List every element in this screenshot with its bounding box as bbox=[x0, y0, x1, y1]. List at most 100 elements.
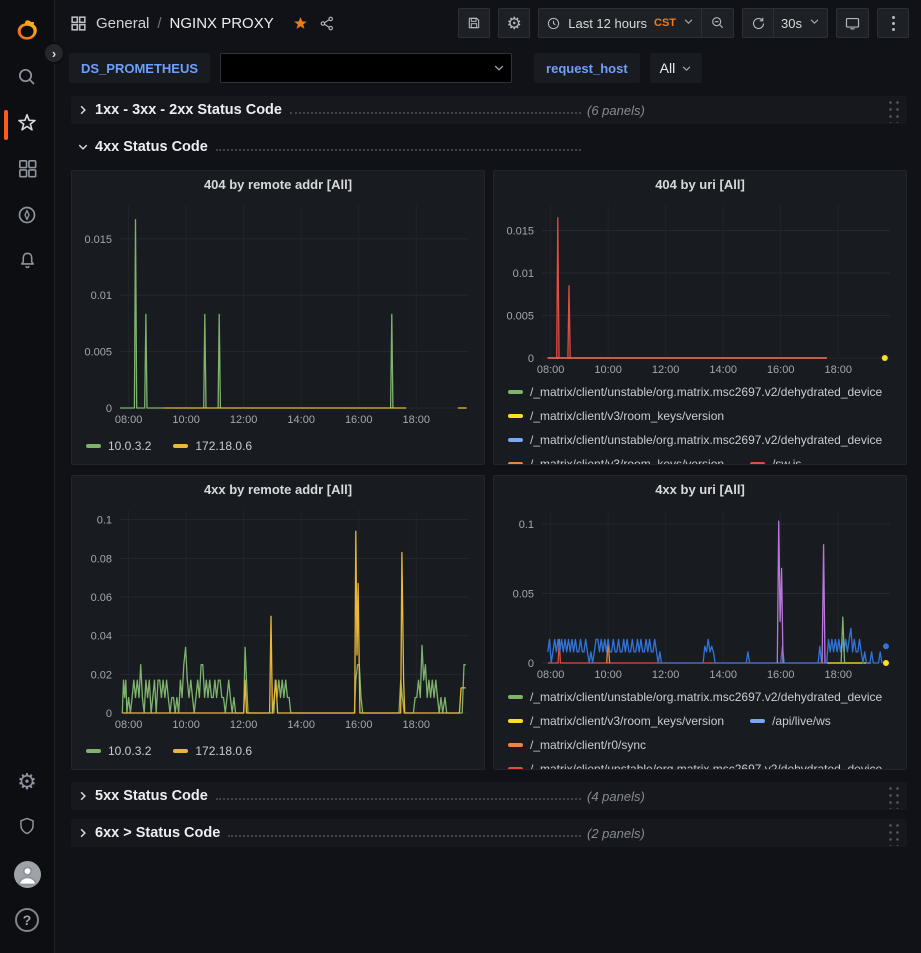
star-outline-icon bbox=[15, 111, 39, 140]
legend-row: 10.0.3.2 172.18.0.6 bbox=[86, 739, 478, 763]
legend-swatch bbox=[508, 719, 523, 723]
panel-legend: /_matrix/client/unstable/org.matrix.msc2… bbox=[494, 378, 906, 464]
row-header-4xx[interactable]: 4xx Status Code bbox=[71, 133, 907, 161]
legend-item[interactable]: /_matrix/client/unstable/org.matrix.msc2… bbox=[508, 385, 882, 399]
variable-label-ds-prometheus[interactable]: DS_PROMETHEUS bbox=[69, 53, 211, 83]
legend-item[interactable]: 172.18.0.6 bbox=[173, 744, 252, 758]
legend-item[interactable]: /sw.js bbox=[750, 457, 801, 464]
row-header-5xx[interactable]: 5xx Status Code (4 panels) bbox=[71, 782, 907, 810]
main-area: General / NGINX PROXY bbox=[55, 0, 921, 953]
save-dashboard-button[interactable] bbox=[458, 8, 491, 38]
legend-item[interactable]: /api/live/ws bbox=[750, 714, 831, 728]
chart-area: 08:00 10:00 12:00 14:00 16:00 18:00 0 0.005 0.01… bbox=[72, 197, 484, 428]
sidebar-item-search[interactable] bbox=[0, 56, 55, 102]
legend-item[interactable]: /_matrix/client/unstable/org.matrix.msc2… bbox=[508, 433, 882, 447]
row-header-1xx-3xx-2xx[interactable]: 1xx - 3xx - 2xx Status Code (6 panels) bbox=[71, 96, 907, 124]
row-drag-handle[interactable] bbox=[886, 820, 899, 846]
variable-value-ds-prometheus[interactable] bbox=[220, 53, 513, 83]
legend-item[interactable]: /_matrix/client/v3/room_keys/version bbox=[508, 714, 724, 728]
panel-title[interactable]: 4xx by remote addr [All] bbox=[203, 481, 353, 497]
legend-item[interactable]: /_matrix/client/r0/sync bbox=[508, 738, 646, 752]
sidebar-expand-button[interactable]: › bbox=[43, 42, 65, 64]
panel-title[interactable]: 404 by uri [All] bbox=[655, 176, 745, 192]
chart-canvas[interactable]: 08:00 10:00 12:00 14:00 16:00 18:00 0 0.005 0.01… bbox=[494, 197, 906, 378]
toolbar: ⚙ Last 12 hours CST bbox=[458, 8, 909, 38]
panel-legend: 10.0.3.2 172.18.0.6 bbox=[72, 733, 484, 769]
svg-text:18:00: 18:00 bbox=[824, 364, 852, 376]
row-drag-handle[interactable] bbox=[886, 97, 899, 123]
dotted-leader bbox=[289, 112, 581, 114]
svg-text:10:00: 10:00 bbox=[172, 414, 200, 426]
avatar bbox=[13, 860, 41, 888]
row-title: 5xx Status Code bbox=[95, 788, 208, 804]
svg-text:18:00: 18:00 bbox=[402, 719, 430, 731]
legend-item[interactable]: /_matrix/client/v3/room_keys/version bbox=[508, 457, 724, 464]
chart-canvas[interactable]: 08:00 10:00 12:00 14:00 16:00 18:00 0 0.02 0.04 0… bbox=[72, 502, 484, 733]
legend-item[interactable]: /_matrix/client/unstable/org.matrix.msc2… bbox=[508, 762, 882, 769]
dashboards-grid-icon bbox=[16, 157, 39, 185]
more-options-button[interactable] bbox=[877, 8, 909, 38]
chart-canvas[interactable]: 08:00 10:00 12:00 14:00 16:00 18:00 0 0.005 0.01… bbox=[72, 197, 484, 428]
refresh-interval-picker[interactable]: 30s bbox=[774, 8, 828, 38]
panel-title[interactable]: 4xx by uri [All] bbox=[655, 481, 745, 497]
variable-value-request-host[interactable]: All bbox=[649, 53, 703, 83]
svg-text:08:00: 08:00 bbox=[537, 364, 565, 376]
sidebar-item-settings[interactable]: ⚙ bbox=[0, 759, 55, 805]
share-icon[interactable] bbox=[319, 15, 336, 32]
redacted-value bbox=[221, 54, 488, 82]
panel-title[interactable]: 404 by remote addr [All] bbox=[203, 176, 353, 192]
row-header-6xx[interactable]: 6xx > Status Code (2 panels) bbox=[71, 819, 907, 847]
chart-panel: 4xx by uri [All] 08:00 10:00 12:00 14:00 16:… bbox=[493, 475, 907, 770]
chevron-down-icon bbox=[683, 14, 694, 32]
refresh-button[interactable] bbox=[742, 8, 775, 38]
sidebar-item-profile[interactable] bbox=[0, 851, 55, 897]
row-title: 1xx - 3xx - 2xx Status Code bbox=[95, 102, 282, 118]
chevron-right-icon bbox=[77, 790, 89, 802]
svg-text:16:00: 16:00 bbox=[345, 719, 373, 731]
svg-text:0.01: 0.01 bbox=[513, 268, 534, 280]
legend-swatch bbox=[508, 390, 523, 394]
legend-label: /sw.js bbox=[772, 457, 802, 464]
legend-item[interactable]: 10.0.3.2 bbox=[86, 744, 151, 758]
svg-text:14:00: 14:00 bbox=[709, 364, 737, 376]
dashboard-settings-button[interactable]: ⚙ bbox=[498, 8, 531, 38]
tv-mode-button[interactable] bbox=[836, 8, 869, 38]
refresh-interval-label: 30s bbox=[781, 15, 802, 31]
breadcrumb-section[interactable]: General bbox=[96, 14, 150, 32]
svg-text:0: 0 bbox=[106, 708, 112, 720]
zoom-out-time-button[interactable] bbox=[702, 8, 735, 38]
grafana-logo-icon bbox=[17, 20, 37, 40]
chevron-right-icon bbox=[77, 827, 89, 839]
sidebar-item-dashboards[interactable] bbox=[0, 148, 55, 194]
legend-label: 172.18.0.6 bbox=[195, 744, 253, 758]
legend-item[interactable]: 10.0.3.2 bbox=[86, 439, 151, 453]
svg-text:08:00: 08:00 bbox=[537, 669, 565, 681]
legend-item[interactable]: 172.18.0.6 bbox=[173, 439, 252, 453]
grafana-logo[interactable] bbox=[0, 12, 55, 52]
gear-icon: ⚙ bbox=[17, 769, 37, 794]
row-drag-handle[interactable] bbox=[886, 783, 899, 809]
svg-text:0.06: 0.06 bbox=[91, 592, 112, 604]
legend-item[interactable]: /_matrix/client/unstable/org.matrix.msc2… bbox=[508, 690, 882, 704]
legend-row: /_matrix/client/r0/sync bbox=[508, 733, 900, 757]
svg-text:08:00: 08:00 bbox=[115, 414, 143, 426]
chart-canvas[interactable]: 08:00 10:00 12:00 14:00 16:00 18:00 0 0.05 0.1 bbox=[494, 502, 906, 683]
variable-label-request-host[interactable]: request_host bbox=[534, 53, 640, 83]
sidebar-item-alerting[interactable] bbox=[0, 240, 55, 286]
star-favorite-icon[interactable] bbox=[292, 15, 309, 32]
row-title: 4xx Status Code bbox=[95, 139, 208, 155]
page-title[interactable]: NGINX PROXY bbox=[169, 14, 274, 32]
legend-swatch bbox=[173, 749, 189, 753]
sidebar-item-starred[interactable] bbox=[0, 102, 55, 148]
sidebar: › ⚙ bbox=[0, 0, 65, 953]
time-range-picker[interactable]: Last 12 hours CST bbox=[538, 8, 703, 38]
search-icon bbox=[15, 65, 39, 94]
variable-selected-value: All bbox=[659, 60, 676, 76]
sidebar-item-explore[interactable] bbox=[0, 194, 55, 240]
shield-icon bbox=[16, 815, 38, 842]
legend-row: /_matrix/client/v3/room_keys/version/api… bbox=[508, 709, 900, 733]
sidebar-item-help[interactable]: ? bbox=[0, 897, 55, 943]
sidebar-item-server-admin[interactable] bbox=[0, 805, 55, 851]
legend-item[interactable]: /_matrix/client/v3/room_keys/version bbox=[508, 409, 724, 423]
